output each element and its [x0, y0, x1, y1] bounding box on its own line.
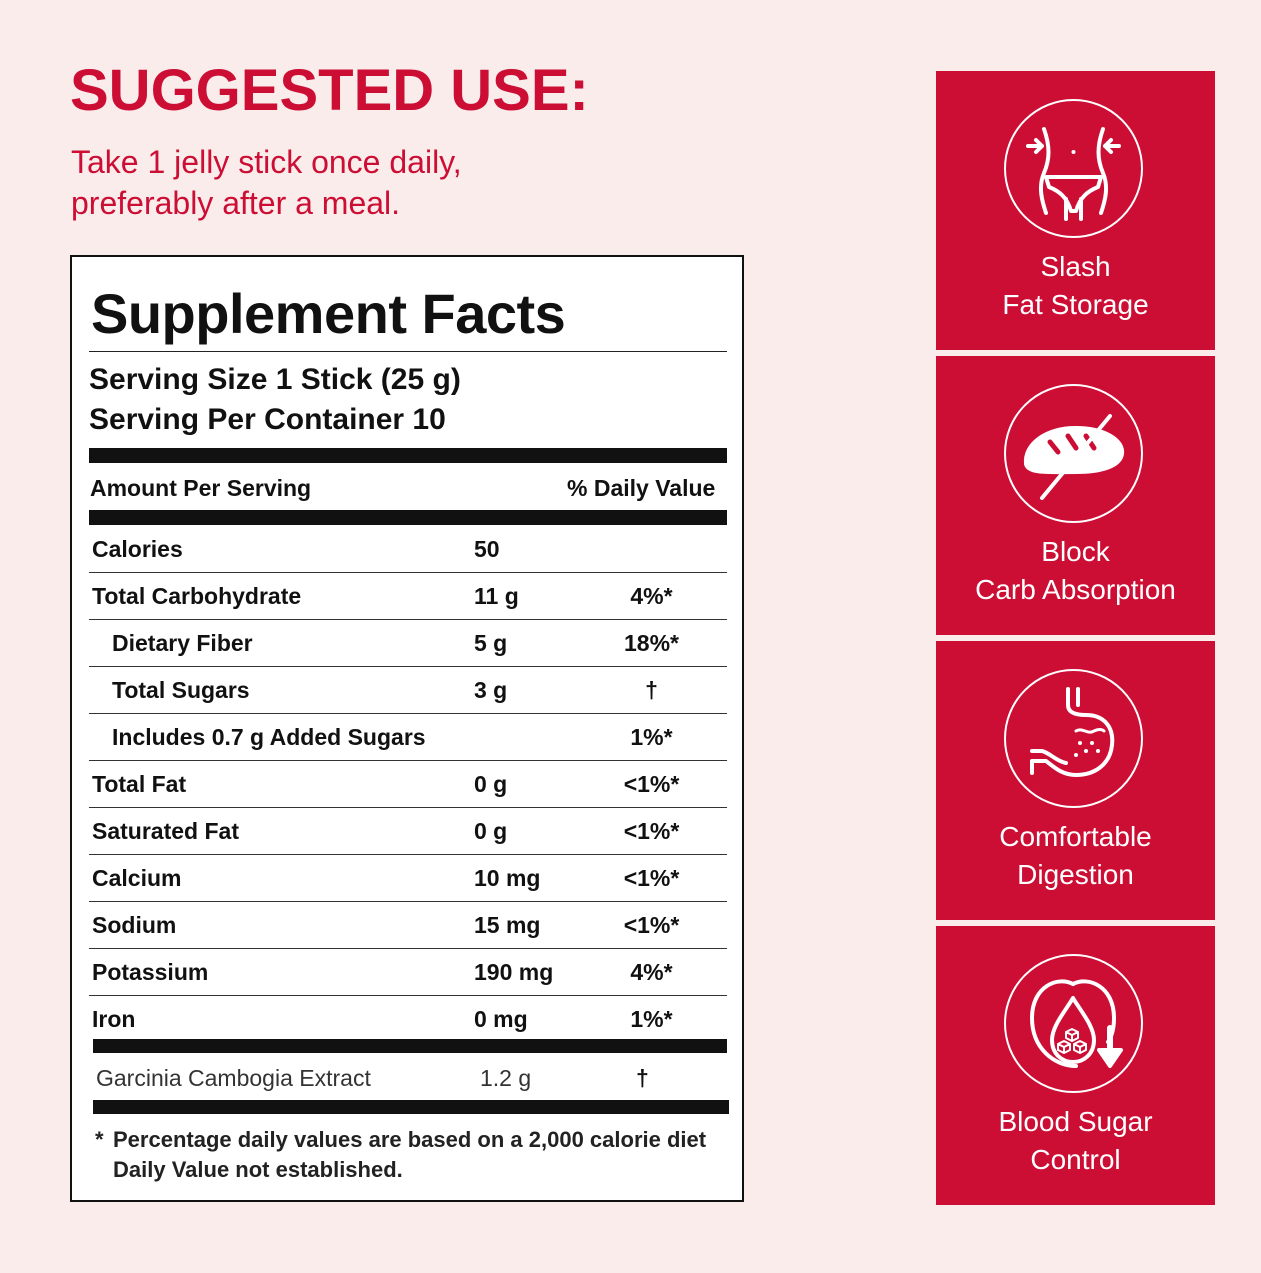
divider-thick: [93, 1100, 729, 1114]
nutrient-daily-value: 1%*: [630, 1006, 673, 1032]
footnote: * Percentage daily values are based on a…: [95, 1125, 706, 1185]
nutrient-row: Potassium 190 mg 4%*: [89, 949, 727, 996]
benefit-label-line: Comfortable: [999, 821, 1152, 852]
nutrient-name: Total Fat: [92, 771, 187, 797]
row-divider: [89, 713, 727, 714]
benefit-card-blood-sugar: Blood Sugar Control: [936, 926, 1215, 1205]
nutrient-daily-value: 1%*: [630, 724, 673, 750]
row-divider: [89, 572, 727, 573]
nutrient-amount: 3 g: [474, 677, 508, 703]
stomach-icon: [1004, 669, 1143, 808]
footnote-line: Daily Value not established.: [113, 1157, 403, 1182]
serving-size: Serving Size 1 Stick (25 g): [89, 363, 461, 396]
nutrient-row: Total Sugars 3 g †: [89, 667, 727, 714]
nutrient-name: Dietary Fiber: [112, 630, 253, 656]
nutrient-amount: 0 g: [474, 818, 508, 844]
nutrient-name: Calories: [92, 536, 183, 562]
benefit-label-line: Block: [1041, 536, 1110, 567]
nutrient-row: Total Fat 0 g <1%*: [89, 761, 727, 808]
benefit-label: Block Carb Absorption: [936, 533, 1215, 609]
extract-amount: 1.2 g: [480, 1065, 532, 1091]
footnote-star: *: [95, 1127, 104, 1152]
row-divider: [89, 666, 727, 667]
benefit-label-line: Control: [1030, 1144, 1121, 1175]
nutrient-row: Sodium 15 mg <1%*: [89, 902, 727, 949]
nutrient-daily-value: <1%*: [623, 865, 680, 891]
benefit-label-line: Fat Storage: [1002, 289, 1149, 320]
nutrient-row: Saturated Fat 0 g <1%*: [89, 808, 727, 855]
row-divider: [89, 854, 727, 855]
benefit-label: Blood Sugar Control: [936, 1103, 1215, 1179]
nutrient-amount: 0 mg: [474, 1006, 528, 1032]
nutrient-amount: 10 mg: [474, 865, 541, 891]
nutrient-name: Calcium: [92, 865, 182, 891]
nutrient-daily-value: <1%*: [623, 771, 680, 797]
nutrient-amount: 0 g: [474, 771, 508, 797]
nutrient-row: Iron 0 mg 1%*: [89, 996, 727, 1043]
nutrient-daily-value: <1%*: [623, 912, 680, 938]
nutrient-row: Includes 0.7 g Added Sugars 1%*: [89, 714, 727, 761]
row-divider: [89, 619, 727, 620]
row-divider: [89, 948, 727, 949]
nutrient-name: Total Sugars: [112, 677, 250, 703]
benefit-card-fat-storage: Slash Fat Storage: [936, 71, 1215, 350]
benefit-label-line: Digestion: [1017, 859, 1134, 890]
row-divider: [89, 901, 727, 902]
benefit-label: Comfortable Digestion: [936, 818, 1215, 894]
servings-per-container: Serving Per Container 10: [89, 403, 446, 436]
suggested-use-title: SUGGESTED USE:: [70, 58, 589, 123]
benefit-label: Slash Fat Storage: [936, 248, 1215, 324]
extract-row: Garcinia Cambogia Extract 1.2 g †: [96, 1062, 734, 1102]
nutrient-amount: 11 g: [474, 583, 519, 609]
amount-per-serving-header: Amount Per Serving: [90, 475, 312, 501]
no-bread-icon: [1004, 384, 1143, 523]
footnote-line: Percentage daily values are based on a 2…: [113, 1127, 707, 1152]
row-divider: [89, 807, 727, 808]
divider-thick: [89, 510, 727, 525]
nutrient-daily-value: 18%*: [624, 630, 679, 656]
extract-name: Garcinia Cambogia Extract: [96, 1065, 371, 1091]
nutrient-name: Total Carbohydrate: [92, 583, 302, 609]
suggested-use-text: Take 1 jelly stick once daily, preferabl…: [71, 142, 631, 224]
nutrient-name: Iron: [92, 1006, 136, 1032]
blood-drop-sugar-icon: [1004, 954, 1143, 1093]
nutrient-amount: 5 g: [474, 630, 508, 656]
nutrient-amount: 50: [474, 536, 500, 562]
nutrient-name: Saturated Fat: [92, 818, 239, 844]
daily-value-header: % Daily Value: [567, 475, 716, 501]
divider: [89, 351, 727, 352]
row-divider: [89, 995, 727, 996]
extract-dv: †: [636, 1065, 649, 1091]
nutrient-daily-value: 4%*: [630, 583, 673, 609]
row-divider: [89, 760, 727, 761]
nutrient-row: Calcium 10 mg <1%*: [89, 855, 727, 902]
divider-thick: [93, 1039, 727, 1053]
suggested-use-line: preferably after a meal.: [71, 185, 401, 221]
nutrient-amount: 15 mg: [474, 912, 541, 938]
waist-icon: [1004, 99, 1143, 238]
benefit-label-line: Carb Absorption: [975, 574, 1176, 605]
nutrient-name: Potassium: [92, 959, 209, 985]
nutrient-amount: 190 mg: [474, 959, 554, 985]
facts-title: Supplement Facts: [91, 282, 566, 345]
benefit-label-line: Slash: [1040, 251, 1111, 282]
nutrient-daily-value: 4%*: [630, 959, 673, 985]
nutrient-row: Calories 50: [89, 526, 727, 573]
supplement-facts-panel: Supplement Facts Serving Size 1 Stick (2…: [70, 255, 744, 1202]
nutrient-name: Includes 0.7 g Added Sugars: [112, 724, 426, 750]
nutrient-row: Dietary Fiber 5 g 18%*: [89, 620, 727, 667]
nutrient-daily-value: <1%*: [623, 818, 680, 844]
nutrient-name: Sodium: [92, 912, 177, 938]
suggested-use-line: Take 1 jelly stick once daily,: [71, 144, 462, 180]
nutrient-daily-value: †: [645, 677, 658, 703]
divider-thick: [89, 448, 727, 463]
benefit-card-carb-absorption: Block Carb Absorption: [936, 356, 1215, 635]
benefit-label-line: Blood Sugar: [998, 1106, 1153, 1137]
nutrient-row: Total Carbohydrate 11 g 4%*: [89, 573, 727, 620]
benefit-card-digestion: Comfortable Digestion: [936, 641, 1215, 920]
